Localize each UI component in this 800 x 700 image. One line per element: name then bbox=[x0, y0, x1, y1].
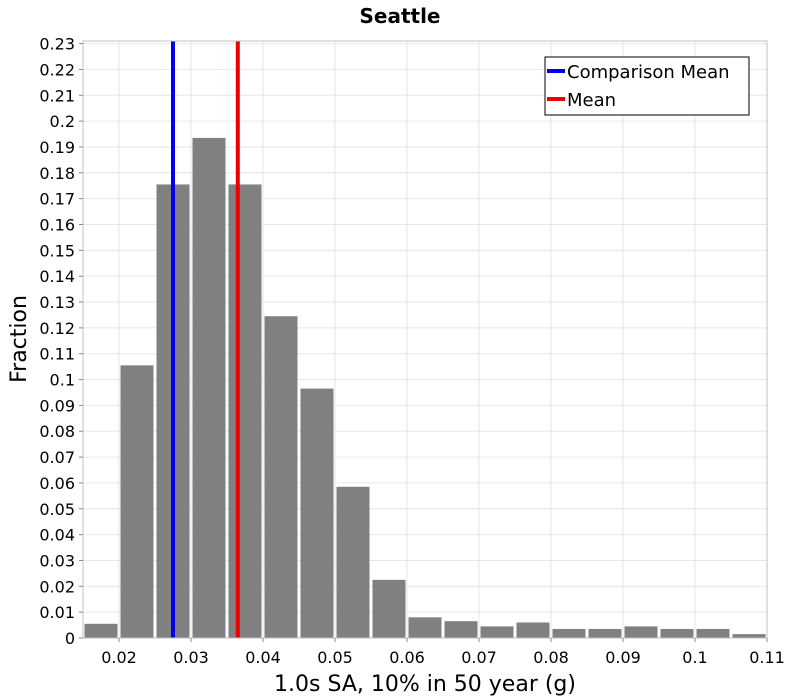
y-tick-label: 0.01 bbox=[39, 603, 75, 622]
histogram-bar bbox=[552, 628, 586, 638]
histogram-bar bbox=[264, 316, 298, 638]
y-tick-label: 0 bbox=[65, 629, 75, 648]
histogram-bar bbox=[660, 628, 694, 638]
y-tick-label: 0.06 bbox=[39, 474, 75, 493]
y-tick-label: 0.03 bbox=[39, 551, 75, 570]
x-axis-label: 1.0s SA, 10% in 50 year (g) bbox=[274, 672, 576, 697]
histogram-bars bbox=[84, 137, 766, 638]
mean-lines bbox=[171, 41, 240, 638]
histogram-bar bbox=[516, 622, 550, 638]
x-tick-label: 0.1 bbox=[682, 648, 707, 667]
histogram-bar bbox=[84, 623, 118, 638]
y-tick-label: 0.18 bbox=[39, 164, 75, 183]
histogram-bar bbox=[120, 365, 154, 638]
histogram-bar bbox=[588, 628, 622, 638]
y-tick-label: 0.14 bbox=[39, 267, 75, 286]
y-tick-label: 0.13 bbox=[39, 293, 75, 312]
legend: Comparison Mean Mean bbox=[544, 56, 750, 116]
histogram-bar bbox=[336, 486, 370, 638]
histogram-bar bbox=[192, 137, 226, 638]
x-tick-label: 0.03 bbox=[173, 648, 209, 667]
histogram-bar bbox=[696, 628, 730, 638]
plot-frame bbox=[82, 40, 768, 639]
y-tick-label: 0.21 bbox=[39, 86, 75, 105]
y-tick-label: 0.04 bbox=[39, 526, 75, 545]
y-tick-label: 0.22 bbox=[39, 60, 75, 79]
legend-label: Comparison Mean bbox=[567, 62, 730, 83]
y-tick-label: 0.12 bbox=[39, 319, 75, 338]
histogram-bar bbox=[228, 184, 262, 638]
y-tick-label: 0.02 bbox=[39, 577, 75, 596]
y-tick-label: 0.15 bbox=[39, 241, 75, 260]
y-tick-label: 0.2 bbox=[50, 112, 75, 131]
y-tick-label: 0.08 bbox=[39, 422, 75, 441]
x-tick-label: 0.08 bbox=[533, 648, 569, 667]
y-tick-label: 0.17 bbox=[39, 190, 75, 209]
histogram-bar bbox=[624, 626, 658, 638]
x-tick-label: 0.11 bbox=[749, 648, 785, 667]
y-axis-label: Fraction bbox=[7, 295, 32, 383]
y-tick-label: 0.23 bbox=[39, 35, 75, 54]
histogram-bar bbox=[444, 621, 478, 638]
y-tick-label: 0.11 bbox=[39, 345, 75, 364]
y-tick-label: 0.19 bbox=[39, 138, 75, 157]
chart-title: Seattle bbox=[359, 4, 440, 28]
x-tick-label: 0.02 bbox=[101, 648, 137, 667]
x-tick-label: 0.06 bbox=[389, 648, 425, 667]
histogram-bar bbox=[300, 388, 334, 638]
y-tick-label: 0.07 bbox=[39, 448, 75, 467]
x-tick-label: 0.04 bbox=[245, 648, 281, 667]
legend-label: Mean bbox=[567, 90, 616, 111]
histogram-bar bbox=[732, 634, 766, 638]
histogram-bar bbox=[408, 617, 442, 638]
legend-box bbox=[544, 56, 750, 116]
histogram-bar bbox=[372, 579, 406, 638]
x-tick-label: 0.09 bbox=[605, 648, 641, 667]
histogram-bar bbox=[480, 626, 514, 638]
y-tick-label: 0.1 bbox=[50, 371, 75, 390]
y-tick-label: 0.09 bbox=[39, 396, 75, 415]
x-tick-label: 0.07 bbox=[461, 648, 497, 667]
x-tick-label: 0.05 bbox=[317, 648, 353, 667]
y-tick-label: 0.16 bbox=[39, 215, 75, 234]
x-axis-ticks: 0.02 0.03 0.04 0.05 0.06 0.07 0.08 0.09 0.1 0.11 bbox=[101, 638, 785, 667]
y-tick-label: 0.05 bbox=[39, 500, 75, 519]
y-axis-ticks: 0 0.01 0.02 0.03 0.04 0.05 0.06 0.07 0.08 0.09 0.1… bbox=[39, 35, 83, 648]
